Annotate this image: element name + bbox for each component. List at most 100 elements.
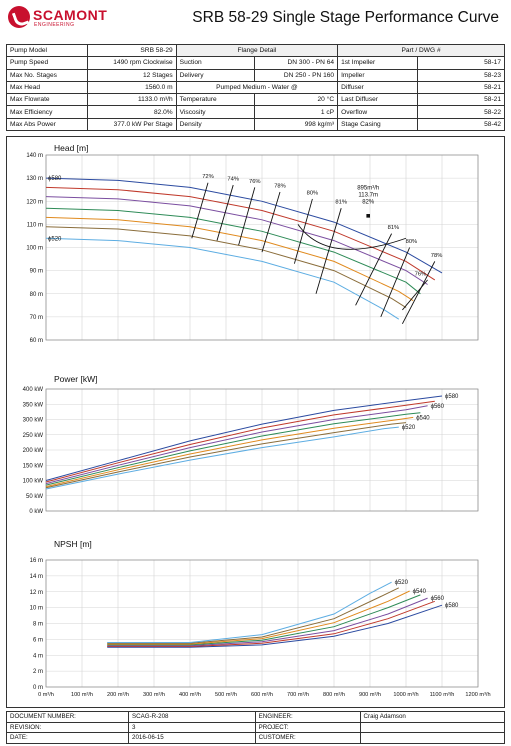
y-tick-label: 14 m [30,574,43,580]
y-tick-label: 4 m [33,653,43,659]
plot-area [45,154,479,341]
y-tick-label: 140 m [26,153,43,159]
y-tick-label: 350 kW [23,402,44,408]
series-line [45,177,443,274]
series-line [45,207,421,295]
series-label: ϕ580 [445,603,459,609]
spec-cell: Flange Detail [175,43,339,58]
y-tick-label: 2 m [33,669,43,675]
y-tick-label: 150 kW [23,463,44,469]
series-line [45,395,443,481]
efficiency-line [191,182,209,239]
power-chart-title: Power [kW] [54,374,98,384]
efficiency-label: 72% [202,174,214,180]
series-line [45,196,428,285]
efficiency-line [315,208,342,294]
page-title: SRB 58-29 Single Stage Performance Curve [192,9,499,26]
y-tick-label: 60 m [30,338,43,344]
spec-row: Max Abs Power 377.0 kW Per Stage Density 99… [5,117,505,132]
x-tick-label: 300 m³/h [143,692,165,698]
spec-row: Max Head 1560.0 m Pumped Medium - Water @ D… [5,80,505,95]
series-label: ϕ520 [48,236,62,242]
footer-cell: PROJECT: [254,721,361,733]
plot-area [45,388,479,512]
series-line [45,186,436,281]
x-tick-label: 1000 m³/h [393,692,418,698]
x-tick-label: 700 m³/h [287,692,309,698]
footer-cell: Craig Adamson [359,711,506,723]
y-tick-label: 12 m [30,590,43,596]
y-tick-label: 8 m [33,622,43,628]
footer-cell: 3 [128,721,256,733]
spec-cell: SRB 58-29 [87,43,177,58]
x-tick-label: 500 m³/h [215,692,237,698]
y-tick-label: 300 kW [23,418,44,424]
logo-text: SCAMONT [33,7,108,23]
series-line [45,216,414,302]
footer-cell: REVISION: [5,721,130,733]
x-tick-label: 1100 m³/h [430,692,455,698]
brand-logo: SCAMONT ENGINEERING [8,6,118,32]
x-tick-label: 200 m³/h [107,692,129,698]
series-line [107,594,421,646]
y-tick-label: 0 m [33,685,43,691]
x-tick-label: 900 m³/h [359,692,381,698]
x-tick-label: 1200 m³/h [465,692,490,698]
y-tick-label: 80 m [30,292,43,298]
footer-row: DATE: 2016-06-15 CUSTOMER: [5,732,506,744]
series-label: ϕ580 [48,176,62,182]
bep-label: 895m³/h [357,186,379,192]
efficiency-label: 74% [227,176,239,182]
y-tick-label: 90 m [30,269,43,275]
series-line [107,597,428,647]
series-line [45,226,407,309]
logo-mark-icon [8,6,30,28]
series-label: ϕ540 [413,589,427,595]
footer-row: REVISION: 3 PROJECT: [5,721,506,733]
head-chart-title: Head [m] [54,143,89,153]
series-line [45,405,428,485]
spec-cell: Pump Model [5,43,89,58]
series-line [107,590,410,645]
efficiency-label: 78% [431,253,443,259]
y-tick-label: 6 m [33,637,43,643]
chart-frame [6,136,505,708]
spec-row: Max No. Stages 12 Stages Delivery DN 250 - … [5,68,505,82]
efficiency-label: 80% [307,190,319,196]
footer-cell: ENGINEER: [254,711,361,723]
efficiency-line [355,233,393,306]
efficiency-line [216,184,234,241]
efficiency-line [402,279,428,311]
footer-row: DOCUMENT NUMBER: SCAG-R-208 ENGINEER: Craig… [5,711,506,723]
spec-row: Max Flowrate 1133.0 m³/h Temperature 20 °C L… [5,93,505,107]
series-line [107,587,400,644]
footer-cell [359,721,506,733]
series-line [45,412,421,486]
efficiency-label: 76% [415,271,427,277]
series-line [45,426,399,490]
series-label: ϕ540 [416,415,430,421]
y-tick-label: 250 kW [23,433,44,439]
spec-table: Pump Model SRB 58-29 Flange Detail Part / D… [5,43,505,132]
efficiency-label: 76% [249,179,261,185]
bep-label: 113.7m [358,193,378,199]
y-tick-label: 50 kW [26,494,43,500]
series-line [45,400,435,483]
series-label: ϕ520 [395,580,409,586]
y-tick-label: 200 kW [23,448,44,454]
bep-label: 82% [362,200,375,206]
efficiency-label: 78% [274,183,286,189]
spec-cell: 377.0 kW Per Stage [87,117,177,132]
series-line [107,581,392,643]
x-tick-label: 400 m³/h [179,692,201,698]
plot-area [45,559,479,688]
y-tick-label: 0 kW [29,509,43,515]
series-line [45,422,407,489]
y-tick-label: 100 m [26,246,43,252]
y-tick-label: 70 m [30,315,43,321]
footer-cell: SCAG-R-208 [128,711,256,723]
y-tick-label: 10 m [30,606,43,612]
y-tick-label: 16 m [30,558,43,564]
series-label: ϕ580 [445,394,459,400]
efficiency-label: 81% [335,200,347,206]
